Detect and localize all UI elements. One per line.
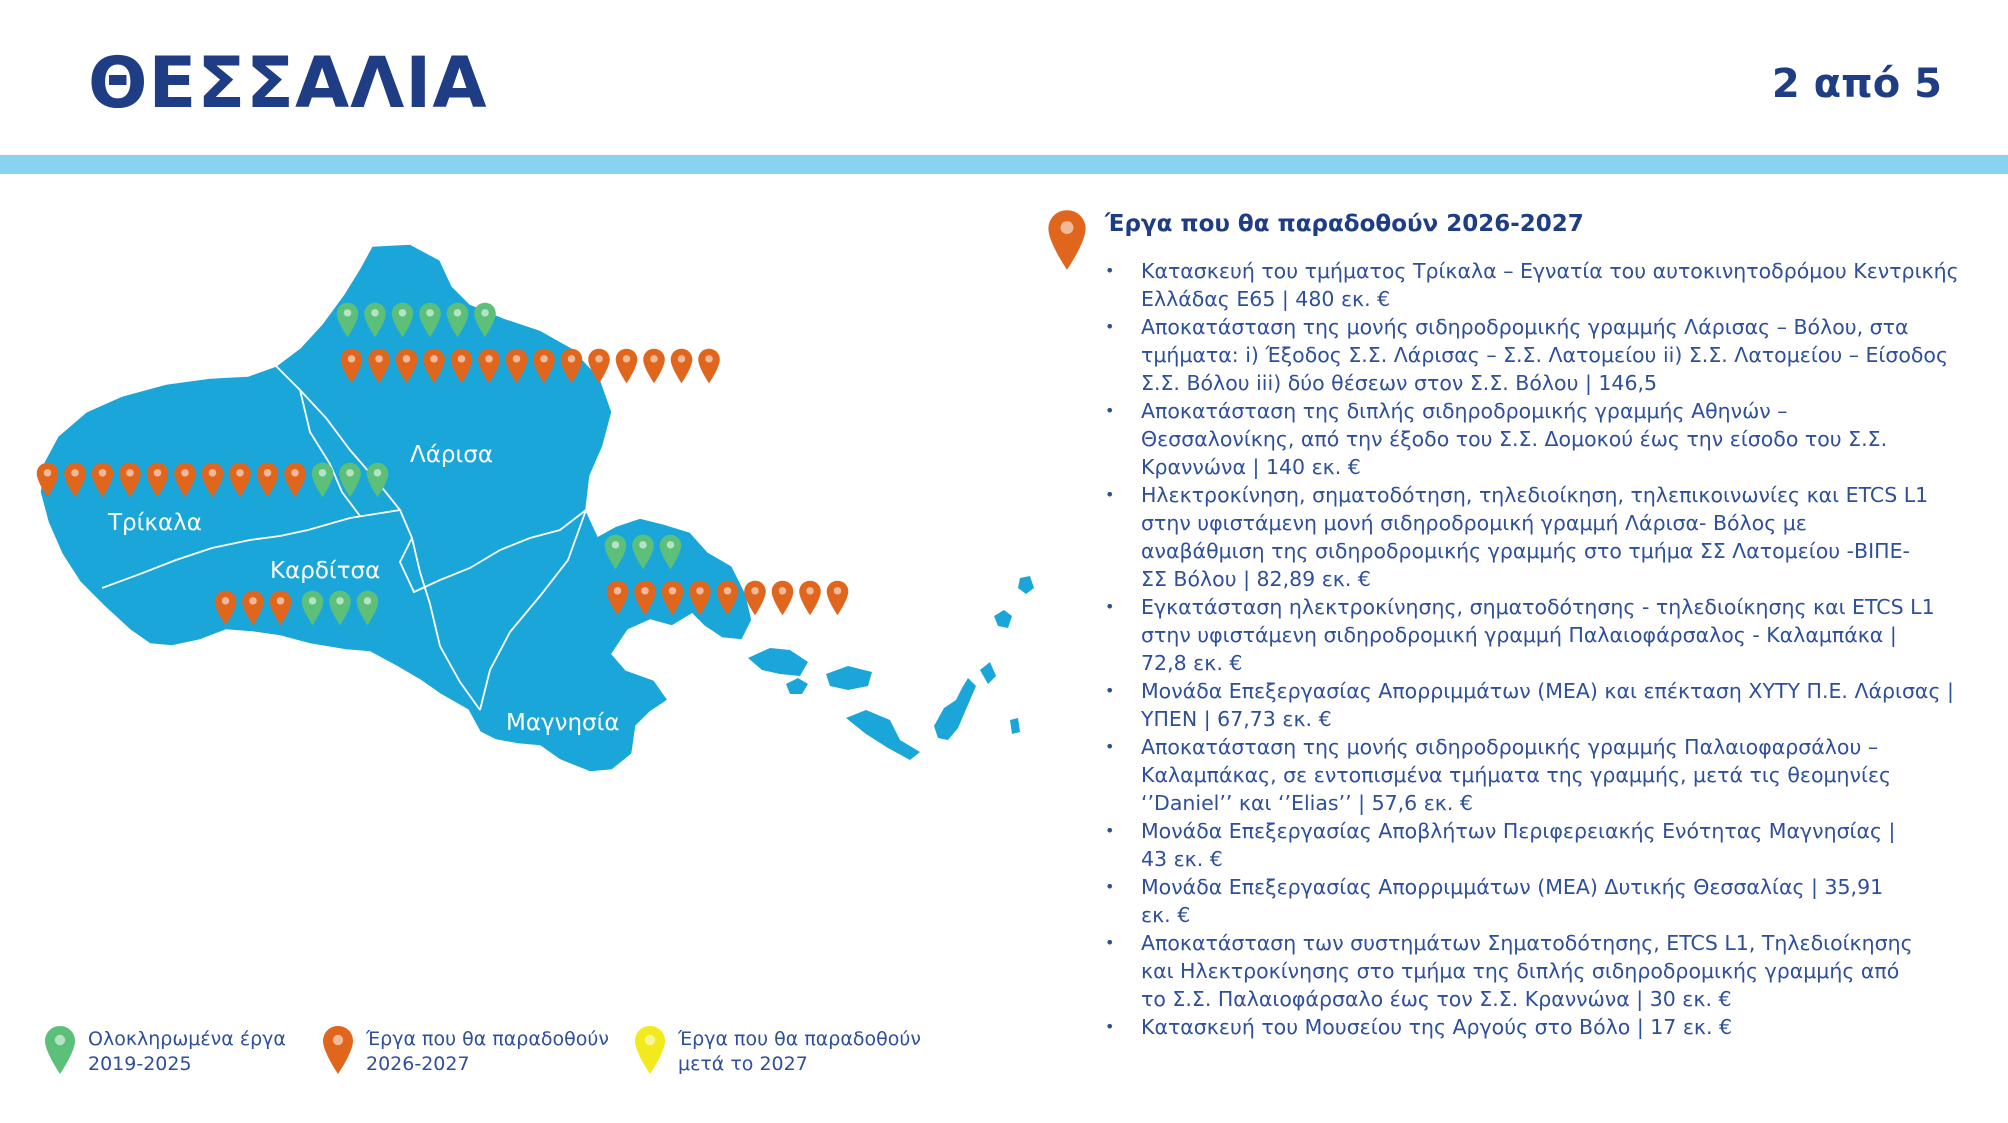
- project-item: Κατασκευή του Μουσείου της Αργούς στο Βό…: [1105, 1013, 1985, 1041]
- project-item-line: 72,8 εκ. €: [1141, 651, 1243, 675]
- project-item: Αποκατάσταση της μονής σιδηροδρομικής γρ…: [1105, 733, 1985, 817]
- project-item-line: Εγκατάσταση ηλεκτροκίνησης, σηματοδότηση…: [1141, 595, 1935, 619]
- project-item: Ηλεκτροκίνηση, σηματοδότηση, τηλεδιοίκησ…: [1105, 481, 1985, 593]
- yellow-location-pin-icon: [635, 1026, 665, 1074]
- project-item-line: Αποκατάσταση της μονής σιδηροδρομικής γρ…: [1141, 315, 1909, 339]
- project-item-line: Μονάδα Επεξεργασίας Αποβλήτων Περιφερεια…: [1141, 819, 1896, 843]
- project-item-line: Μονάδα Επεξεργασίας Απορριμμάτων (ΜΕΑ) κ…: [1141, 679, 1954, 703]
- planned-pin-icon: [643, 348, 665, 384]
- project-item-line: στην υφιστάμενη μονή σιδηροδρομική γραμμ…: [1141, 511, 1807, 535]
- project-item-line: εκ. €: [1141, 903, 1191, 927]
- project-item-line: ΣΣ Βόλου | 82,89 εκ. €: [1141, 567, 1371, 591]
- green-location-pin-icon: [45, 1026, 75, 1074]
- project-item: Εγκατάσταση ηλεκτροκίνησης, σηματοδότηση…: [1105, 593, 1985, 677]
- project-item-line: αναβάθμιση της σιδηροδρομικής γραμμής στ…: [1141, 539, 1910, 563]
- project-item-line: Κραννώνα | 140 εκ. €: [1141, 455, 1361, 479]
- legend-after-2027-line-2: μετά το 2027: [678, 1053, 808, 1075]
- project-item-line: Μονάδα Επεξεργασίας Απορριμμάτων (ΜΕΑ) Δ…: [1141, 875, 1884, 899]
- orange-location-pin-icon: [1048, 210, 1086, 270]
- region-label-trikala: Τρίκαλα: [107, 510, 202, 536]
- panel-title: Έργα που θα παραδοθούν 2026-2027: [1105, 211, 1584, 237]
- project-item-line: Ηλεκτροκίνηση, σηματοδότηση, τηλεδιοίκησ…: [1141, 483, 1929, 507]
- page-indicator: 2 από 5: [1771, 61, 1942, 107]
- project-item: Μονάδα Επεξεργασίας Απορριμμάτων (ΜΕΑ) Δ…: [1105, 873, 1985, 929]
- project-item-line: Ελλάδας Ε65 | 480 εκ. €: [1141, 287, 1391, 311]
- project-item-line: Σ.Σ. Βόλου iii) δύο θέσεων στον Σ.Σ. Βόλ…: [1141, 371, 1658, 395]
- project-item-line: και Ηλεκτροκίνησης στο τμήμα της διπλής …: [1141, 959, 1900, 983]
- project-item: Μονάδα Επεξεργασίας Απορριμμάτων (ΜΕΑ) κ…: [1105, 677, 1985, 733]
- header-band: [0, 155, 2008, 174]
- project-item-line: Θεσσαλονίκης, από την έξοδο του Σ.Σ. Δομ…: [1141, 427, 1888, 451]
- project-item: Αποκατάσταση των συστημάτων Σηματοδότηση…: [1105, 929, 1985, 1013]
- region-label-karditsa: Καρδίτσα: [270, 558, 380, 584]
- project-item-line: ΥΠΕΝ | 67,73 εκ. €: [1141, 707, 1332, 731]
- project-item: Αποκατάσταση της μονής σιδηροδρομικής γρ…: [1105, 313, 1985, 397]
- orange-location-pin-icon: [323, 1026, 353, 1074]
- planned-pin-icon: [771, 580, 794, 616]
- region-borders: [101, 365, 587, 711]
- project-list: Κατασκευή του τμήματος Τρίκαλα – Εγνατία…: [1105, 257, 1985, 1041]
- thessaly-map: Λάρισα Τρίκαλα Καρδίτσα Μαγνησία: [36, 243, 1034, 773]
- project-item: Κατασκευή του τμήματος Τρίκαλα – Εγνατία…: [1105, 257, 1985, 313]
- project-item-line: Καλαμπάκας, σε εντοπισμένα τμήματα της γ…: [1141, 763, 1892, 787]
- project-item-line: Κατασκευή του Μουσείου της Αργούς στο Βό…: [1141, 1015, 1733, 1039]
- project-item-line: στην υφιστάμενη σιδηροδρομική γραμμή Παλ…: [1141, 623, 1897, 647]
- islands: [748, 576, 1034, 760]
- planned-pin-icon: [670, 348, 693, 384]
- legend-completed-line-1: Ολοκληρωμένα έργα: [88, 1028, 286, 1050]
- legend-2026-2027-line-1: Έργα που θα παραδοθούν: [366, 1028, 609, 1050]
- project-item-line: Αποκατάσταση της μονής σιδηροδρομικής γρ…: [1141, 735, 1879, 759]
- legend-completed-line-2: 2019-2025: [88, 1053, 192, 1075]
- project-item-line: Κατασκευή του τμήματος Τρίκαλα – Εγνατία…: [1141, 259, 1959, 283]
- region-label-larisa: Λάρισα: [410, 442, 493, 468]
- planned-pin-icon: [826, 580, 849, 616]
- project-item: Μονάδα Επεξεργασίας Αποβλήτων Περιφερεια…: [1105, 817, 1985, 873]
- region-label-magnesia: Μαγνησία: [506, 710, 620, 736]
- project-item: Αποκατάσταση της διπλής σιδηροδρομικής γ…: [1105, 397, 1985, 481]
- legend-after-2027-line-1: Έργα που θα παραδοθούν: [678, 1028, 921, 1050]
- planned-pin-icon: [799, 580, 821, 616]
- project-item-line: Αποκατάσταση των συστημάτων Σηματοδότηση…: [1141, 931, 1913, 955]
- legend-2026-2027-line-2: 2026-2027: [366, 1053, 470, 1075]
- project-item-line: Αποκατάσταση της διπλής σιδηροδρομικής γ…: [1141, 399, 1788, 423]
- page-title: ΘΕΣΣΑΛΙΑ: [88, 42, 488, 124]
- project-item-line: ‘’Daniel’’ και ‘’Elias’’ | 57,6 εκ. €: [1141, 791, 1473, 815]
- planned-pin-icon: [698, 348, 720, 384]
- project-item-line: το Σ.Σ. Παλαιοφάρσαλο έως τον Σ.Σ. Κρανν…: [1141, 987, 1732, 1011]
- planned-pin-icon: [615, 348, 638, 384]
- project-item-line: 43 εκ. €: [1141, 847, 1223, 871]
- project-item-line: τμήματα: i) Έξοδος Σ.Σ. Λάρισας – Σ.Σ. Λ…: [1141, 343, 1949, 367]
